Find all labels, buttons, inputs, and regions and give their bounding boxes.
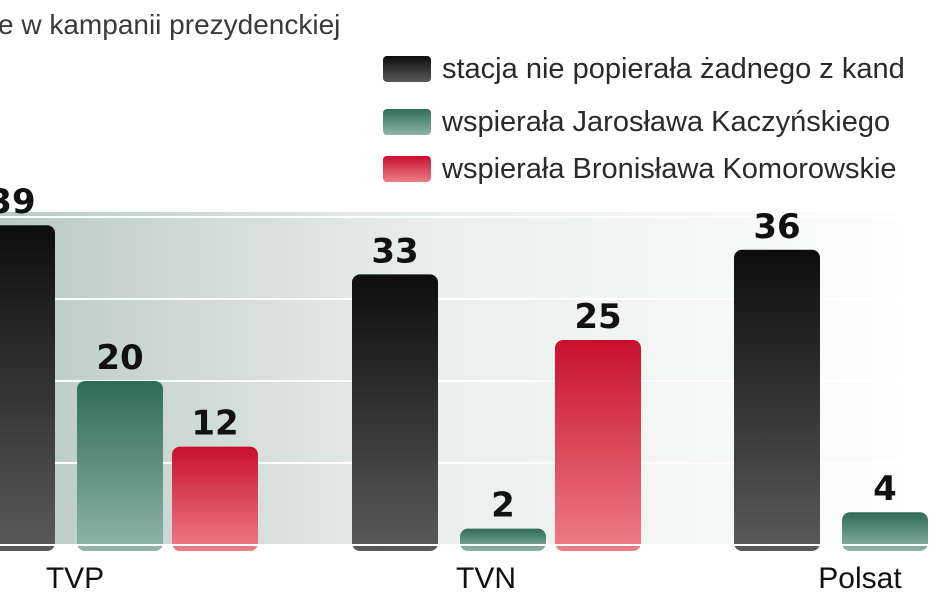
bar-tvp-series-3	[172, 446, 258, 551]
legend-label-1: stacja nie popierała żadnego z kand	[442, 53, 905, 85]
category-label-tvn: TVN	[456, 562, 516, 593]
value-label: 4	[873, 469, 897, 509]
legend-label-3: wspierała Bronisława Komorowskie	[441, 153, 897, 185]
category-label-tvp: TVP	[46, 562, 104, 593]
bar-tvp-series-1	[0, 225, 55, 551]
bar-tvn-series-2	[460, 528, 546, 551]
value-label: 25	[574, 297, 621, 337]
legend-swatch-2	[383, 109, 431, 135]
legend-swatch-3	[383, 156, 431, 182]
value-label: 20	[96, 338, 143, 378]
bar-polsat-series-1	[734, 249, 820, 552]
legend-swatch-1	[383, 56, 431, 82]
bars	[0, 225, 928, 552]
legend-label-2: wspierała Jarosława Kaczyńskiego	[441, 106, 890, 138]
chart-title: e w kampanii prezydenckiej	[0, 9, 340, 40]
value-label: 39	[0, 182, 36, 222]
bar-tvn-series-1	[352, 274, 438, 551]
value-label: 33	[371, 231, 418, 271]
bar-polsat-series-2	[842, 512, 928, 551]
value-label: 36	[753, 207, 800, 247]
value-label: 2	[491, 486, 515, 526]
category-labels: TVP TVN Polsat	[46, 562, 903, 593]
value-labels: 39 20 12 33 2 25 36 4	[0, 182, 897, 525]
value-label: 12	[191, 404, 238, 444]
bar-tvp-series-2	[77, 381, 163, 551]
legend: stacja nie popierała żadnego z kand wspie…	[383, 53, 905, 185]
bar-tvn-series-3	[555, 340, 641, 551]
category-label-polsat: Polsat	[818, 562, 902, 593]
